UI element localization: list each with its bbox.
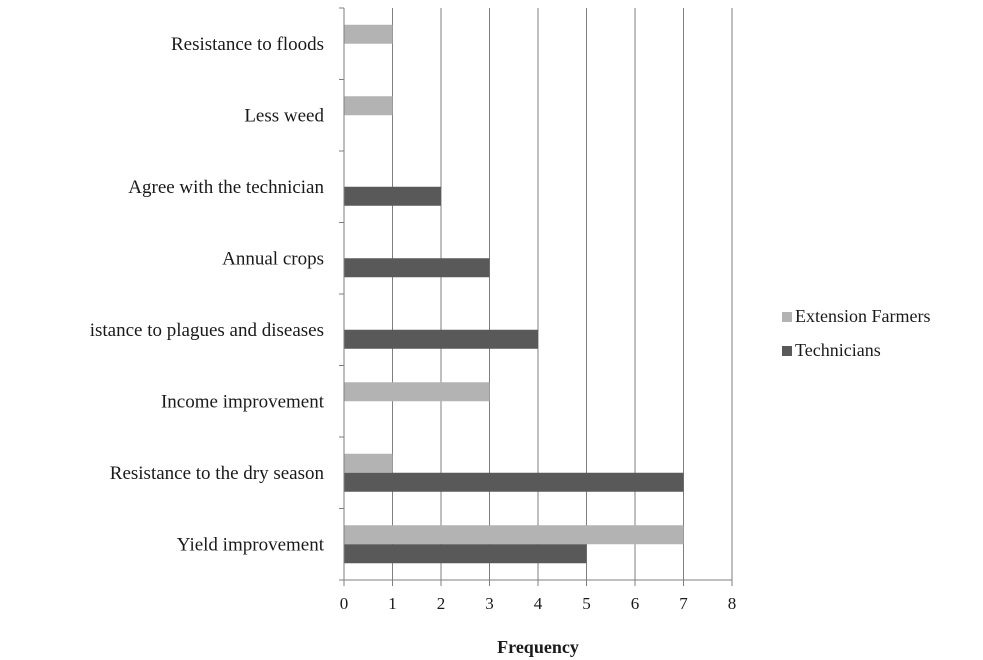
x-tick-label: 0 — [340, 594, 349, 613]
bar-technicians — [344, 544, 587, 564]
bar-extension-farmers — [344, 96, 393, 116]
x-axis: 0 1 2 3 4 5 6 7 8 — [340, 579, 737, 613]
category-label: Resistance to floods — [171, 34, 324, 55]
x-tick-label: 4 — [534, 594, 543, 613]
category-label: Yield improvement — [177, 534, 325, 555]
x-tick-label: 6 — [631, 594, 640, 613]
category-label: istance to plagues and diseases — [90, 320, 324, 341]
category-label: Income improvement — [161, 391, 325, 412]
bar-extension-farmers — [344, 525, 684, 545]
category-label: Agree with the technician — [128, 177, 324, 198]
x-tick-label: 5 — [582, 594, 591, 613]
legend-label: Extension Farmers — [795, 306, 930, 326]
category-label: Resistance to the dry season — [110, 463, 325, 484]
gridlines — [392, 8, 733, 580]
legend-label: Technicians — [795, 340, 881, 360]
category-label: Annual crops — [222, 248, 324, 269]
x-tick-label: 2 — [437, 594, 446, 613]
y-axis: Yield improvement Resistance to the dry s… — [90, 7, 345, 581]
x-tick-label: 8 — [728, 594, 737, 613]
x-tick-label: 3 — [485, 594, 494, 613]
bar-extension-farmers — [344, 453, 393, 473]
bar-technicians — [344, 472, 684, 492]
legend-swatch — [782, 312, 792, 322]
bar-extension-farmers — [344, 382, 490, 402]
x-axis-title: Frequency — [497, 637, 579, 657]
legend: Extension Farmers Technicians — [782, 306, 930, 360]
bar-extension-farmers — [344, 24, 393, 44]
x-tick-label: 7 — [679, 594, 688, 613]
legend-swatch — [782, 346, 792, 356]
x-tick-label: 1 — [388, 594, 397, 613]
bars — [344, 24, 684, 564]
category-label: Less weed — [244, 105, 324, 126]
bar-technicians — [344, 258, 490, 278]
bar-technicians — [344, 186, 441, 206]
bar-technicians — [344, 329, 538, 349]
